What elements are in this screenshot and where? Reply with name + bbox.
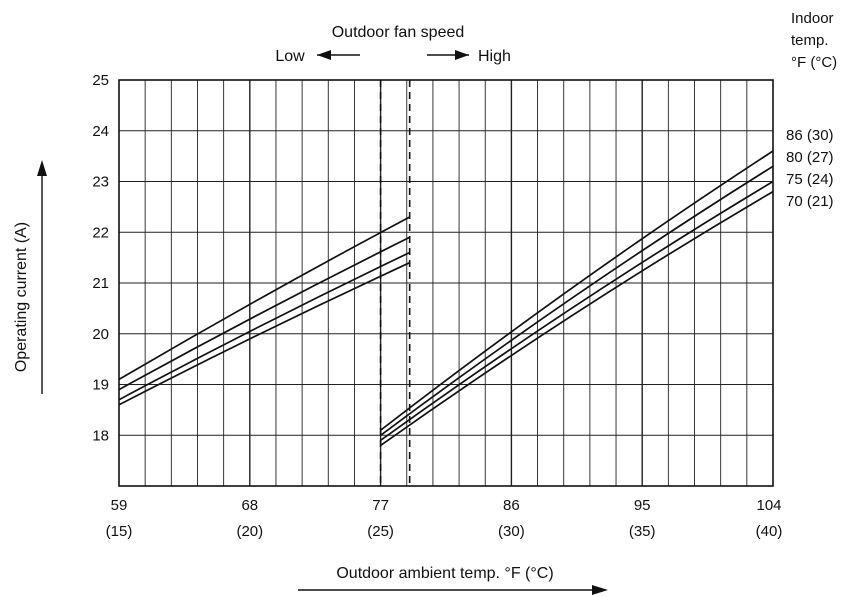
series-curves (118, 150, 774, 447)
series-line-80-low-fan (118, 236, 411, 391)
left-arrow-icon (317, 50, 360, 60)
legend: Indoor temp. °F (°C) 86 (30) 80 (27) 75 (24) 7… (786, 10, 837, 210)
legend-title-line: °F (°C) (791, 54, 837, 71)
x-tick-label: 104 (756, 497, 781, 514)
y-tick-label: 25 (92, 72, 109, 89)
x-tick-sublabel: (25) (367, 523, 394, 540)
fan-high-label: High (478, 48, 511, 65)
legend-entry: 86 (30) (786, 127, 834, 144)
series-line-70-high-fan (380, 190, 774, 447)
series-line-86-high-fan (380, 150, 774, 431)
series-line-70-low-fan (118, 261, 411, 406)
x-tick-label: 95 (634, 497, 651, 514)
x-tick-label: 59 (111, 497, 128, 514)
y-tick-labels: 18 19 20 21 22 23 24 25 (92, 72, 109, 444)
series-line-80-high-fan (380, 165, 774, 436)
x-tick-label: 68 (241, 497, 258, 514)
y-tick-label: 24 (92, 123, 109, 140)
legend-title-line: Indoor (791, 10, 834, 27)
x-axis-label: Outdoor ambient temp. °F (°C) (336, 565, 553, 582)
grid (119, 80, 773, 486)
plot-frame (118, 79, 774, 487)
x-axis-arrow-icon (298, 585, 608, 595)
right-arrow-icon (427, 50, 469, 60)
legend-entry: 75 (24) (786, 171, 834, 188)
fan-low-label: Low (275, 48, 305, 65)
legend-title-line: temp. (791, 32, 829, 49)
y-axis-arrow-icon (37, 160, 47, 394)
x-tick-sublabel: (35) (629, 523, 656, 540)
legend-entry: 80 (27) (786, 149, 834, 166)
fan-switch-band (379, 80, 411, 486)
x-tick-sublabel: (15) (106, 523, 133, 540)
fan-speed-label: Outdoor fan speed (332, 24, 465, 41)
x-tick-sublabel: (30) (498, 523, 525, 540)
y-tick-label: 20 (92, 326, 109, 343)
x-tick-label: 77 (372, 497, 389, 514)
x-tick-label: 86 (503, 497, 520, 514)
y-tick-label: 18 (92, 427, 109, 444)
y-tick-label: 22 (92, 224, 109, 241)
x-tick-sublabel: (40) (756, 523, 783, 540)
x-tick-labels: 59 (15) 68 (20) 77 (25) 86 (30) 95 (35) 104 (40) (106, 497, 783, 540)
series-line-75-low-fan (118, 251, 411, 401)
y-tick-label: 23 (92, 174, 109, 191)
x-tick-sublabel: (20) (236, 523, 263, 540)
series-line-75-high-fan (380, 180, 774, 441)
y-tick-label: 21 (92, 275, 109, 292)
y-axis-label: Operating current (A) (13, 222, 30, 372)
legend-entry: 70 (21) (786, 193, 834, 210)
series-line-86-low-fan (118, 216, 411, 381)
y-tick-label: 19 (92, 377, 109, 394)
